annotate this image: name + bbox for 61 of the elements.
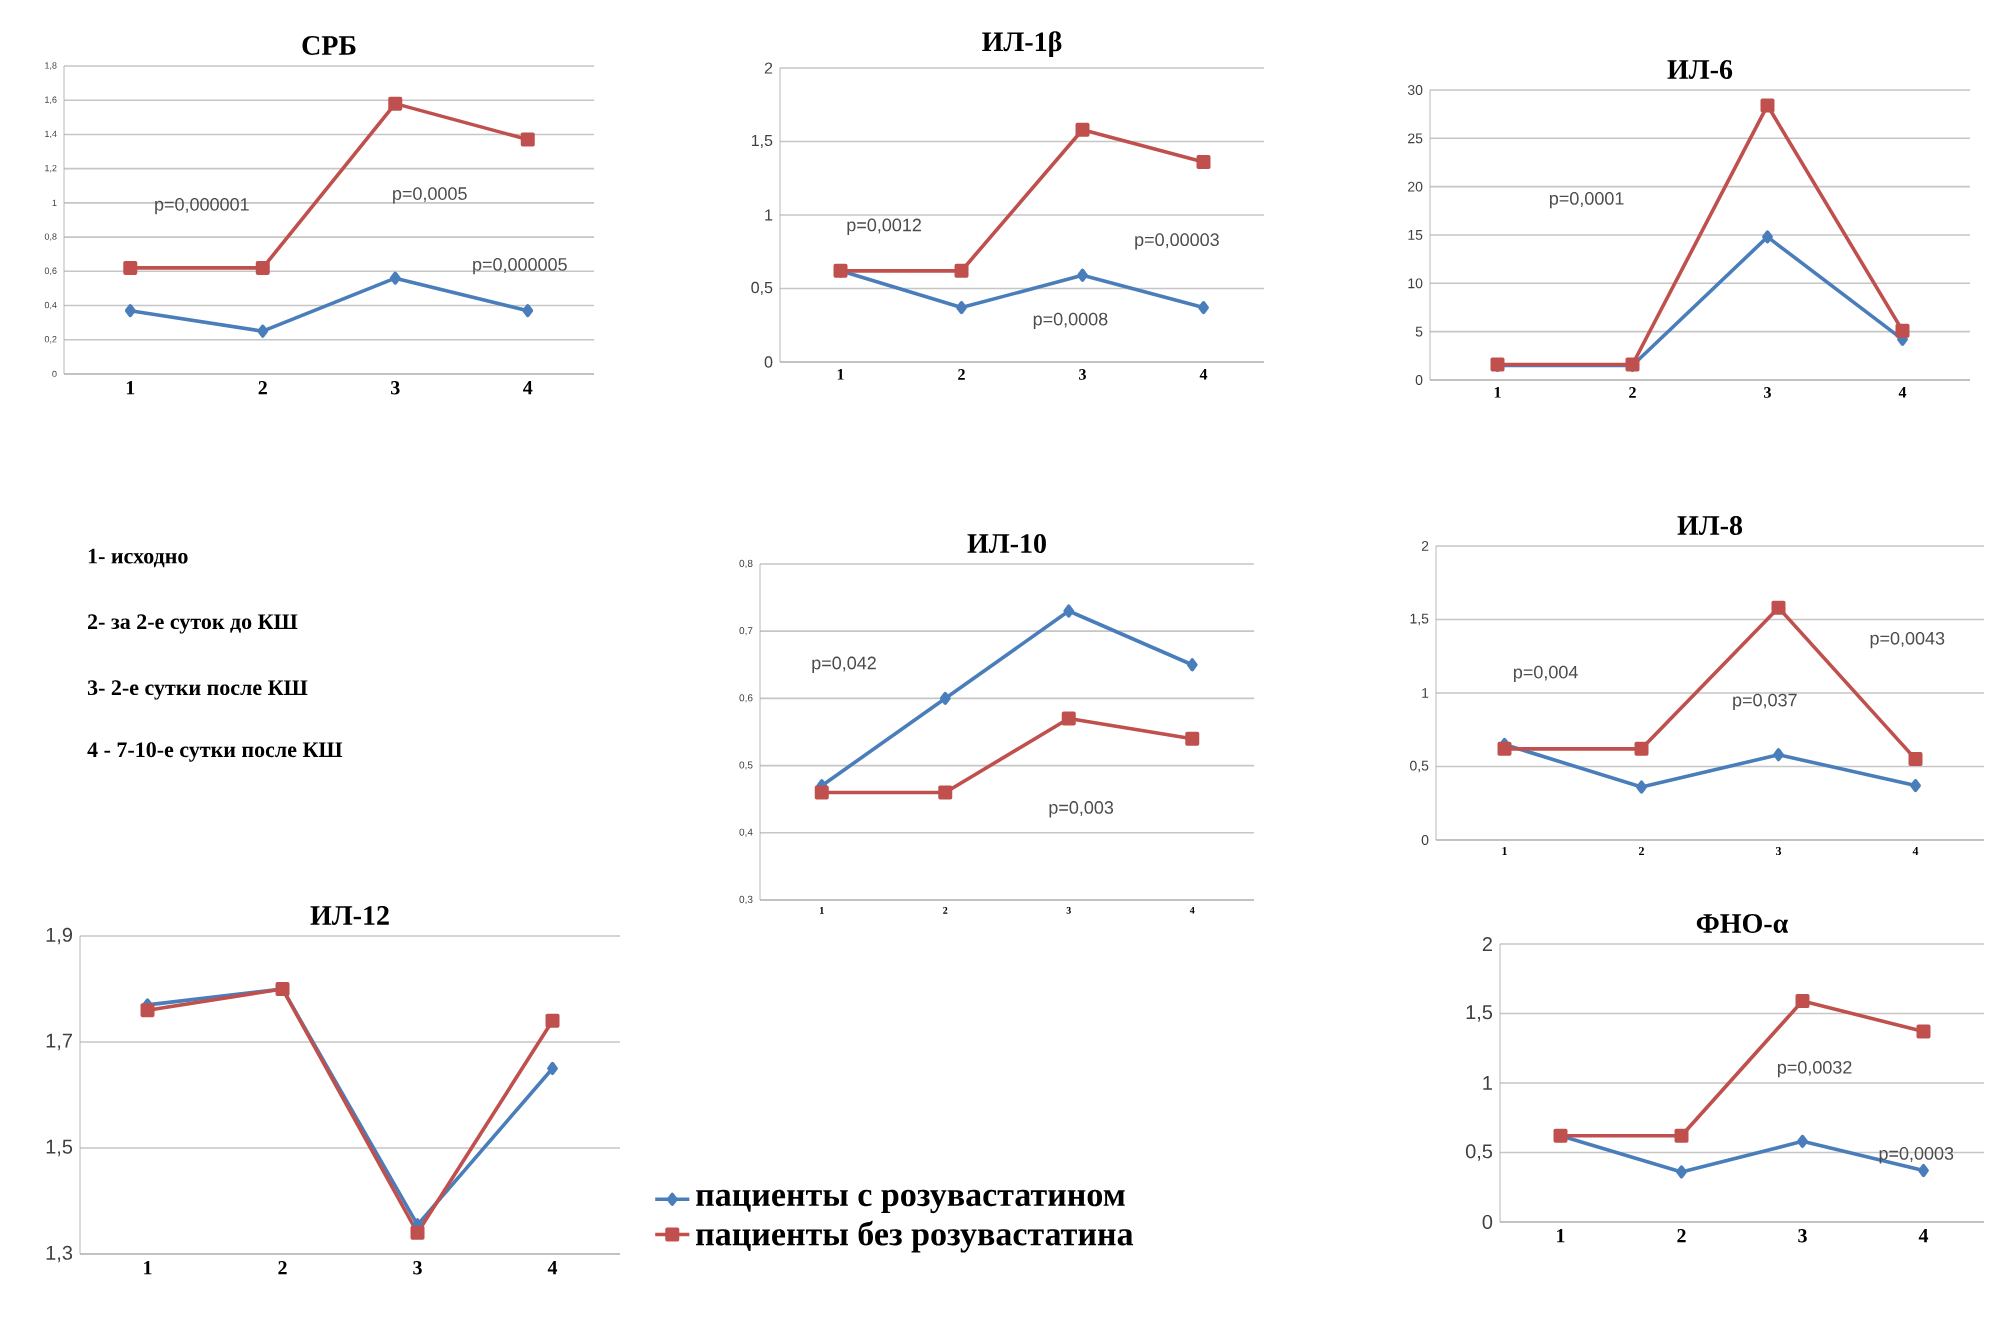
x-tick-label: 4 bbox=[1898, 387, 1907, 398]
text: 4 - 7-10-е сутки после КШ bbox=[87, 742, 343, 762]
x-tick-label: 1 bbox=[126, 381, 135, 395]
text: 1- исходно bbox=[88, 548, 188, 568]
y-tick-label: 0,5 bbox=[751, 281, 773, 296]
annotation: p=0,0003 bbox=[1879, 1147, 1954, 1164]
annotation: p=0,0005 bbox=[393, 187, 467, 204]
annotation: p=0,0032 bbox=[1777, 1060, 1852, 1078]
y-tick-label: 2 bbox=[764, 62, 773, 74]
annotation: p=0,037 bbox=[1733, 693, 1797, 710]
x-tick-label: 4 bbox=[523, 381, 533, 395]
annotation: p=0,0012 bbox=[847, 218, 921, 235]
x-tick-label: 3 bbox=[1079, 369, 1086, 380]
text: 3- 2-е сутки после КШ bbox=[87, 680, 308, 700]
chart-title: ИЛ-6 bbox=[1667, 60, 1733, 79]
x-tick-label: 4 bbox=[547, 1261, 558, 1275]
annotation: p=0,003 bbox=[1049, 801, 1114, 818]
y-tick-label: 1,7 bbox=[46, 1033, 72, 1051]
y-tick-label: 0 bbox=[764, 356, 773, 368]
y-tick-label: 1 bbox=[765, 209, 773, 221]
annotation: p=0,0008 bbox=[1033, 312, 1108, 329]
annotation: p=0,004 bbox=[1513, 665, 1578, 683]
x-tick-label: 3 bbox=[1764, 387, 1771, 398]
x-tick-label: 1 bbox=[1557, 1229, 1565, 1243]
y-tick-label: 1 bbox=[1483, 1076, 1492, 1090]
x-tick-label: 2 bbox=[1629, 387, 1636, 398]
y-tick-label: 0 bbox=[1482, 1214, 1493, 1230]
chart-title: ИЛ-8 bbox=[1677, 516, 1743, 535]
x-tick-label: 2 bbox=[278, 1261, 287, 1275]
chart-title: ФНО-α bbox=[1696, 914, 1788, 933]
y-tick-label: 1,9 bbox=[46, 927, 73, 945]
x-tick-label: 1 bbox=[1494, 387, 1501, 398]
y-tick-label: 0,5 bbox=[1465, 1144, 1493, 1161]
text: 2- за 2-е суток до КШ bbox=[88, 614, 298, 634]
x-tick-label: 2 bbox=[958, 369, 965, 380]
annotation: p=0,042 bbox=[812, 656, 876, 673]
x-tick-label: 1 bbox=[144, 1261, 152, 1275]
x-tick-label: 2 bbox=[1677, 1229, 1686, 1243]
x-tick-label: 3 bbox=[413, 1261, 422, 1275]
chart-title: ИЛ-1β bbox=[982, 31, 1062, 57]
y-tick-label: 1,5 bbox=[46, 1139, 73, 1157]
legend-label: пациенты без розувастатина bbox=[696, 1220, 1134, 1253]
chart-title: ИЛ-12 bbox=[310, 906, 389, 925]
chart-title: СРБ bbox=[302, 36, 356, 55]
x-tick-label: 2 bbox=[258, 381, 267, 395]
chart-title: ИЛ-10 bbox=[967, 534, 1046, 553]
x-tick-label: 4 bbox=[1199, 369, 1208, 380]
y-tick-label: 1,5 bbox=[751, 134, 773, 148]
x-tick-label: 1 bbox=[837, 369, 844, 380]
y-tick-label: 2 bbox=[1482, 937, 1492, 951]
annotation: p=0,000001 bbox=[155, 197, 249, 215]
annotation: p=0,000005 bbox=[473, 258, 567, 275]
x-tick-label: 3 bbox=[391, 381, 400, 395]
annotation: p=0,00003 bbox=[1135, 233, 1219, 250]
y-tick-label: 1,5 bbox=[1466, 1005, 1493, 1022]
x-tick-label: 3 bbox=[1798, 1229, 1807, 1243]
annotation: p=0,0043 bbox=[1870, 631, 1945, 649]
annotation: p=0,0001 bbox=[1549, 192, 1624, 209]
y-tick-label: 1,3 bbox=[46, 1245, 73, 1263]
legend-label: пациенты с розувастатином bbox=[696, 1189, 1125, 1214]
x-tick-label: 4 bbox=[1918, 1229, 1929, 1243]
